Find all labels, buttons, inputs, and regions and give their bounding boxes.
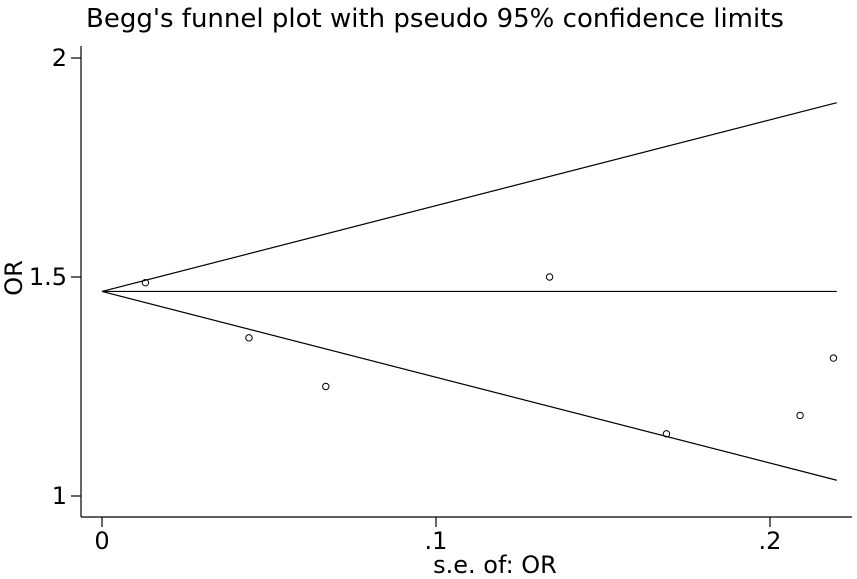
study-point [141, 278, 150, 287]
study-point [322, 382, 330, 391]
upper-confidence-limit [101, 102, 837, 293]
y-tick-label: 2 [52, 44, 67, 72]
lower-confidence-limit [101, 290, 837, 481]
study-point [662, 430, 671, 438]
x-axis-label: s.e. of: OR [433, 551, 557, 579]
x-axis-ticks: 0 .1 .2 [94, 517, 781, 555]
y-tick-label: 1.5 [29, 263, 67, 291]
study-point [245, 334, 253, 342]
y-axis-label: OR [0, 260, 28, 296]
chart-title: Begg's funnel plot with pseudo 95% confi… [86, 4, 784, 34]
x-tick-label: .2 [759, 527, 782, 555]
study-point [796, 411, 804, 420]
study-point [545, 273, 554, 281]
y-tick-label: 1 [52, 482, 67, 510]
study-points [141, 273, 838, 438]
x-tick-label: 0 [94, 527, 109, 555]
y-axis-ticks: 11.52 [29, 44, 81, 510]
x-tick-label: .1 [425, 527, 448, 555]
study-point [829, 354, 838, 362]
